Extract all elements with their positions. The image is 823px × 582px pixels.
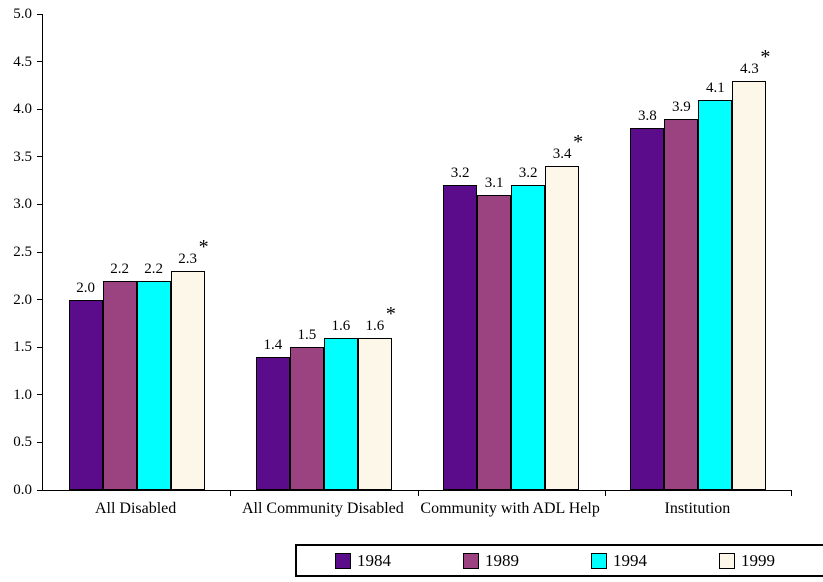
bar-value-label: 4.1 [706,79,725,96]
legend-swatch-1984 [335,552,351,569]
category-label: Institution [664,500,731,517]
bar-1994 [136,280,171,490]
bar-1984 [68,299,103,490]
category-label: All Disabled [94,500,177,517]
bar-value-label: 1.4 [263,336,283,353]
bar-value-label: 4.3 [740,60,759,77]
y-tick [37,441,43,443]
x-tick [791,490,792,496]
legend-item-1984: 1984 [335,551,391,571]
y-tick-label: 0.0 [13,482,32,498]
y-tick [37,346,43,348]
y-tick-label: 3.5 [13,148,32,165]
bar-value-label: 1.6 [331,317,351,334]
y-tick [37,156,43,158]
bar-value-label: 2.3 [178,251,197,268]
x-axis-labels: All Disabled All Community Disabled Comm… [42,500,791,518]
y-tick-label: 2.5 [13,244,32,260]
significance-asterisk: * [573,131,584,154]
y-tick [37,251,43,253]
bar-1989 [102,280,137,490]
bar-value-label: 1.6 [365,317,385,334]
significance-asterisk: * [385,302,396,325]
bar-1999 [357,337,392,490]
bar-value-label: 3.2 [518,165,538,182]
y-tick [37,299,43,301]
y-tick-label: 3.0 [13,196,32,213]
legend-item-1999: 1999 [719,551,775,571]
category-label: All Community Disabled [241,500,404,517]
bar-1999 [732,80,767,490]
y-tick-label: 4.5 [13,53,32,70]
bar-value-label: 3.8 [638,108,657,125]
legend-swatch-1994 [591,552,607,569]
y-axis: 0.0 0.5 1.0 1.5 2.0 2.5 3.0 3.5 4.0 4.5 5.0 [0,6,34,498]
y-tick [37,394,43,396]
y-tick [37,489,43,491]
bar-1994 [323,337,358,490]
y-tick-label: 5.0 [13,6,32,22]
x-tick [604,490,606,496]
legend-swatch-1989 [463,552,479,569]
y-tick-label: 4.0 [13,101,32,118]
bar-1999 [170,271,205,490]
bar-1989 [289,347,324,490]
y-tick [37,203,43,205]
bar-1989 [477,194,512,490]
bar-value-label: 2.2 [110,260,129,277]
y-tick-label: 2.0 [13,291,32,308]
y-tick [37,108,43,110]
legend-label: 1994 [613,550,647,570]
y-tick [37,61,43,63]
bar-value-label: 1.5 [297,327,317,344]
legend-label: 1989 [485,550,519,570]
legend-item-1994: 1994 [591,551,647,571]
legend: 1984 1989 1994 1999 [295,544,823,577]
bar-1984 [443,185,478,490]
bar-1994 [511,185,546,490]
legend-item-1989: 1989 [463,551,519,571]
bar-value-label: 3.4 [552,146,572,163]
y-tick-label: 0.5 [13,434,32,451]
bar-value-label: 3.2 [450,165,470,182]
x-tick [417,490,419,496]
y-tick-label: 1.5 [13,339,32,356]
bar-1984 [630,128,665,490]
category-label: Community with ADL Help [420,500,600,517]
bar-1994 [698,99,733,490]
y-tick [37,13,43,15]
bar-1984 [255,356,290,490]
y-tick-label: 1.0 [13,386,32,403]
bar-1999 [545,166,580,490]
significance-asterisk: * [760,45,771,68]
significance-asterisk: * [198,236,209,259]
bar-value-label: 3.9 [672,98,691,115]
bar-value-label: 3.1 [484,174,504,191]
plot-area: 2.0 2.2 2.2 2.3 * 1.4 1.5 1.6 1.6 * 3.2 3.1 3.2 3.4 * 3… [37,13,792,496]
legend-swatch-1999 [719,552,735,569]
bar-1989 [664,118,699,490]
legend-label: 1984 [357,550,391,570]
bar-value-label: 2.0 [76,279,95,296]
bar-value-label: 2.2 [144,260,163,277]
x-tick [230,490,232,496]
legend-label: 1999 [741,550,775,570]
